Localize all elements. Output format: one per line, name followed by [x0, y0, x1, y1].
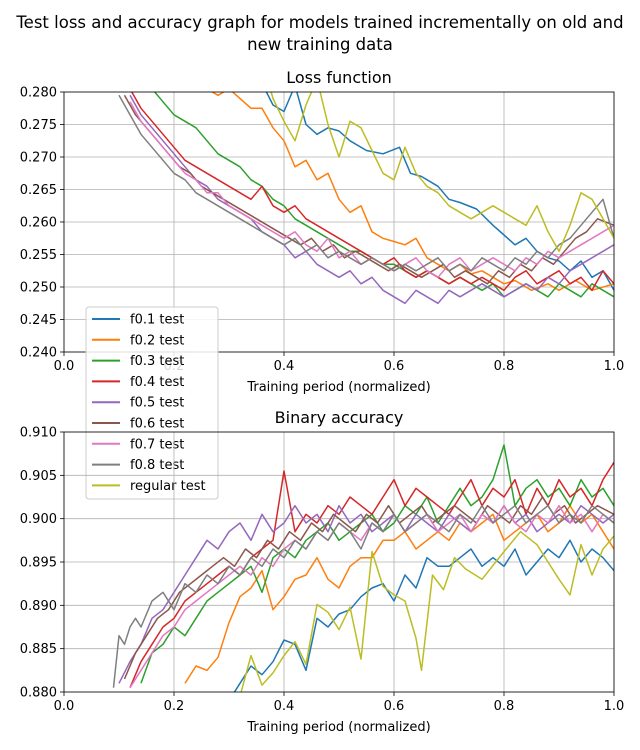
legend-label-7: f0.7 test — [130, 437, 184, 452]
legend-label-2: f0.2 test — [130, 333, 184, 348]
legend-box — [85, 306, 219, 500]
loss-xtick-label: 0.4 — [274, 359, 295, 374]
accuracy-series-line-8 — [112, 504, 614, 688]
accuracy-ytick-label: 0.910 — [20, 426, 57, 441]
legend-label-6: f0.6 test — [130, 417, 184, 432]
legend-label-9: regular test — [130, 479, 206, 494]
accuracy-series-line-7 — [129, 504, 614, 689]
accuracy-chart: Binary accuracy Training period (normali… — [20, 408, 625, 735]
loss-ytick-label: 0.275 — [20, 118, 57, 133]
accuracy-xtick-label: 0.0 — [54, 699, 75, 714]
legend: f0.1 test f0.2 test f0.3 test f0.4 test f0.5… — [85, 306, 219, 500]
accuracy-xtick-label: 0.2 — [164, 699, 185, 714]
legend-label-3: f0.3 test — [130, 354, 184, 369]
legend-label-1: f0.1 test — [130, 313, 184, 328]
figure-title-line-1: Test loss and accuracy graph for models … — [15, 13, 623, 32]
legend-label-4: f0.4 test — [130, 375, 184, 390]
loss-xtick-label: 1.0 — [604, 359, 625, 374]
accuracy-chart-xlabel: Training period (normalized) — [246, 720, 430, 735]
accuracy-xtick-label: 1.0 — [604, 699, 625, 714]
accuracy-series-line-9 — [240, 530, 614, 692]
accuracy-series-group — [112, 444, 614, 692]
accuracy-ytick-label: 0.905 — [20, 469, 57, 484]
accuracy-xtick-label: 0.8 — [494, 699, 515, 714]
loss-series-line-5 — [129, 94, 614, 305]
loss-plot-frame — [63, 91, 615, 353]
legend-label-5: f0.5 test — [130, 396, 184, 411]
loss-chart: Loss function Training period (normalize… — [20, 68, 625, 500]
loss-xtick-label: 0.6 — [384, 359, 405, 374]
loss-series-line-8 — [118, 94, 614, 272]
accuracy-series-line-6 — [123, 496, 614, 680]
loss-ytick-label: 0.265 — [20, 183, 57, 198]
accuracy-series-line-2 — [184, 504, 614, 684]
loss-series-line-6 — [123, 94, 614, 285]
loss-ytick-label: 0.240 — [20, 346, 57, 361]
figure-title-line-2: new training data — [247, 35, 393, 54]
accuracy-chart-title: Binary accuracy — [275, 408, 404, 427]
loss-series-line-9 — [270, 92, 614, 253]
loss-ytick-label: 0.260 — [20, 216, 57, 231]
loss-xtick-label: 0.8 — [494, 359, 515, 374]
legend-label-8: f0.8 test — [130, 458, 184, 473]
loss-chart-title: Loss function — [286, 68, 392, 87]
loss-chart-xlabel: Training period (normalized) — [246, 380, 430, 395]
loss-ytick-label: 0.250 — [20, 281, 57, 296]
accuracy-series-line-4 — [129, 461, 614, 688]
accuracy-ytick-label: 0.900 — [20, 512, 57, 527]
loss-ytick-label: 0.270 — [20, 151, 57, 166]
accuracy-xtick-label: 0.6 — [384, 699, 405, 714]
loss-series-group — [118, 92, 614, 305]
loss-ytick-label: 0.245 — [20, 313, 57, 328]
accuracy-ytick-label: 0.895 — [20, 556, 57, 571]
accuracy-plot-frame — [63, 431, 615, 693]
loss-series-line-1 — [265, 92, 614, 291]
loss-series-line-2 — [210, 92, 614, 292]
accuracy-series-line-1 — [233, 539, 614, 692]
loss-ytick-label: 0.255 — [20, 248, 57, 263]
accuracy-xtick-label: 0.4 — [274, 699, 295, 714]
loss-ytick-label: 0.280 — [20, 86, 57, 101]
accuracy-ytick-label: 0.880 — [20, 686, 57, 701]
loss-xtick-label: 0.0 — [54, 359, 75, 374]
accuracy-ytick-label: 0.890 — [20, 599, 57, 614]
accuracy-ytick-label: 0.885 — [20, 642, 57, 657]
